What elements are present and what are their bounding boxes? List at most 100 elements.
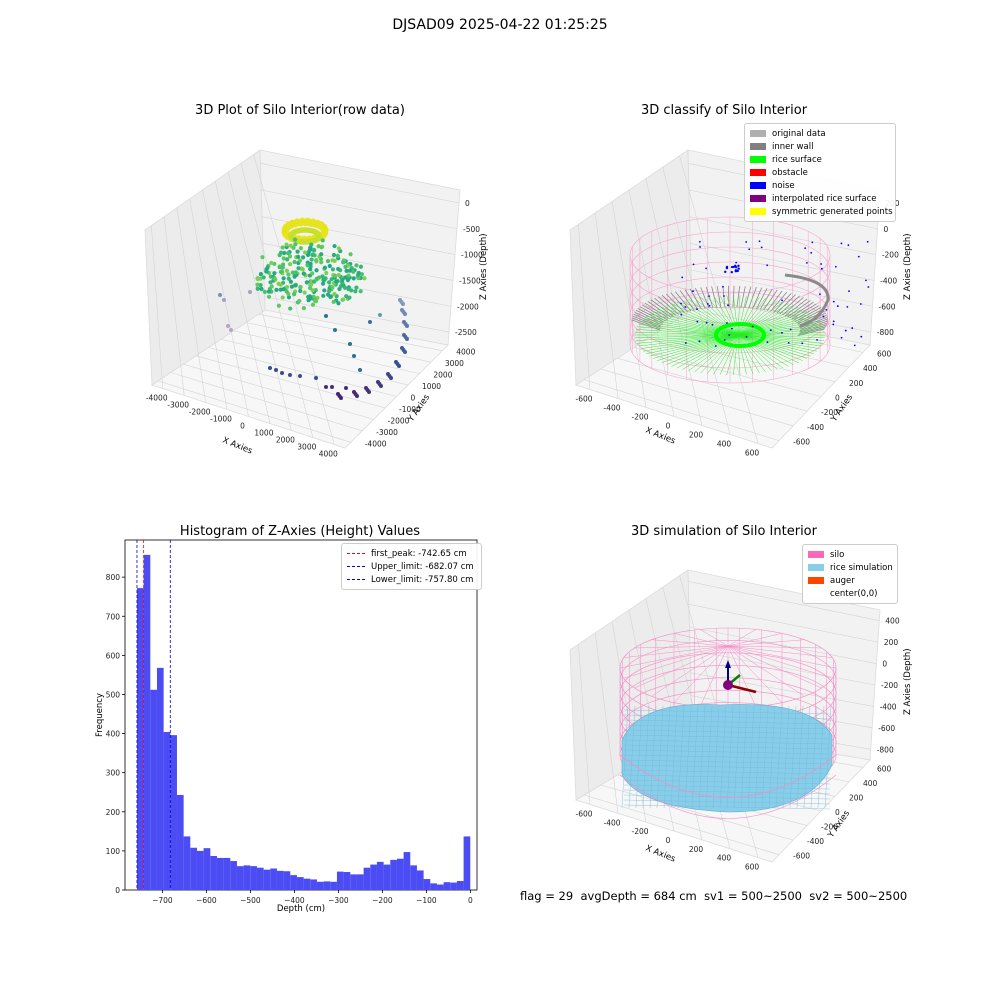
avg-depth-text: avgDepth = 684 cm: [580, 889, 697, 903]
data-point: [284, 268, 289, 273]
gridline: [260, 163, 460, 204]
simulation-3d-plot[interactable]: -600 -400 -200 0 200 400 600 600 400 200 0 -200 -40…: [560, 550, 930, 880]
rice-surface-line: [640, 334, 739, 349]
rice-mesh-line: [623, 719, 831, 725]
rice-mesh-line: [677, 705, 685, 809]
data-point: [278, 269, 284, 274]
data-point: [332, 243, 337, 249]
data-point: [358, 368, 362, 372]
legend-swatch: [750, 195, 766, 202]
z-tick-label: 0: [882, 660, 887, 669]
z-tick-label: -2500: [455, 328, 477, 337]
rice-mesh-line: [623, 734, 831, 740]
data-point: [255, 276, 260, 282]
legend-line: [347, 553, 365, 554]
noise-point: [832, 323, 835, 326]
histogram-bar: [396, 858, 404, 890]
histogram-bar: [190, 847, 197, 890]
legend-item-original-data: original data: [750, 127, 890, 140]
gridline: [584, 794, 780, 856]
data-point: [285, 257, 290, 262]
rice-surface-line: [737, 334, 811, 357]
data-point: [353, 289, 358, 294]
noise-point: [811, 241, 814, 244]
histogram-chart[interactable]: −700 −600 −500 −400 −300 −200 −100 0 0 100 200 300…: [80, 530, 500, 920]
inner-wall-point: [632, 315, 661, 328]
rice-surface-line: [737, 334, 823, 344]
data-point: [401, 302, 405, 306]
inner-wall-point: [759, 288, 773, 310]
inner-wall-point: [647, 301, 672, 318]
noise-point: [847, 244, 850, 247]
histogram-bar: [270, 868, 277, 890]
noise-point: [725, 266, 729, 270]
rice-mesh-line: [824, 705, 832, 809]
simulation-plot-title: 3D simulation of Silo Interior: [631, 524, 817, 539]
rice-mesh-line: [810, 705, 818, 809]
data-point: [291, 245, 296, 250]
inner-wall-point: [791, 303, 817, 320]
histogram-bars: [136, 554, 471, 890]
data-point: [327, 280, 332, 285]
data-point: [260, 255, 265, 260]
gridline: [189, 198, 228, 410]
sv1-text: sv1 = 500~2500: [704, 889, 802, 903]
histogram-y-ticks: 0 100 200 300 400 500 600 700 800: [106, 573, 125, 895]
y-tick-label: 600: [106, 651, 121, 660]
noise-point: [810, 251, 813, 254]
inner-wall-point: [740, 286, 746, 308]
histogram-x-axis-label: Depth (cm): [277, 904, 325, 914]
data-point: [327, 263, 332, 269]
data-point: [331, 252, 337, 258]
rice-surface-line: [737, 318, 817, 336]
rice-mesh-line: [670, 705, 678, 809]
sv2-text: sv2 = 500~2500: [809, 889, 908, 903]
silo-roof-line: [673, 633, 729, 647]
legend-swatch: [750, 130, 766, 137]
inner-wall-point: [798, 326, 827, 335]
data-point: [290, 270, 295, 275]
noise-point: [822, 315, 825, 318]
inner-wall-point: [670, 292, 688, 313]
gridline: [158, 380, 351, 443]
x-tick-label: 200: [689, 431, 704, 440]
histogram-bar: [330, 881, 337, 890]
data-point: [289, 284, 295, 289]
rice-surface-line: [737, 329, 825, 336]
data-point: [355, 394, 359, 398]
gridline: [170, 372, 363, 432]
x-tick-label: -3000: [167, 401, 189, 410]
data-point: [336, 266, 341, 272]
data-point: [321, 293, 326, 298]
data-point: [300, 267, 305, 272]
data-point: [345, 278, 351, 283]
rice-surface-line: [646, 334, 739, 354]
legend-swatch: [750, 208, 766, 215]
histogram-bar: [256, 867, 264, 890]
x-tick-label: 200: [689, 845, 704, 854]
x-tick-label: −100: [416, 896, 437, 905]
data-point: [389, 376, 393, 380]
rice-surface-line: [682, 334, 739, 370]
inner-wall-point: [776, 294, 796, 314]
y-tick-label: -1000: [399, 405, 421, 414]
rice-surface: [621, 704, 833, 813]
data-point: [329, 277, 334, 282]
noise-point: [766, 264, 769, 267]
z-tick-label: -400: [880, 276, 897, 285]
histogram-bar: [223, 857, 231, 890]
data-point: [301, 255, 306, 260]
data-point: [295, 249, 300, 254]
data-point: [405, 324, 409, 328]
gridline: [691, 296, 871, 333]
data-point: [276, 303, 282, 308]
noise-point: [745, 335, 748, 338]
histogram-bar: [416, 870, 424, 890]
x-tick-label: -1000: [210, 415, 232, 424]
histogram-bar: [450, 882, 457, 890]
legend-swatch: [808, 564, 824, 571]
noise-point: [711, 323, 714, 326]
rice-surface-line: [700, 334, 739, 374]
rice-surface-line: [737, 334, 807, 359]
